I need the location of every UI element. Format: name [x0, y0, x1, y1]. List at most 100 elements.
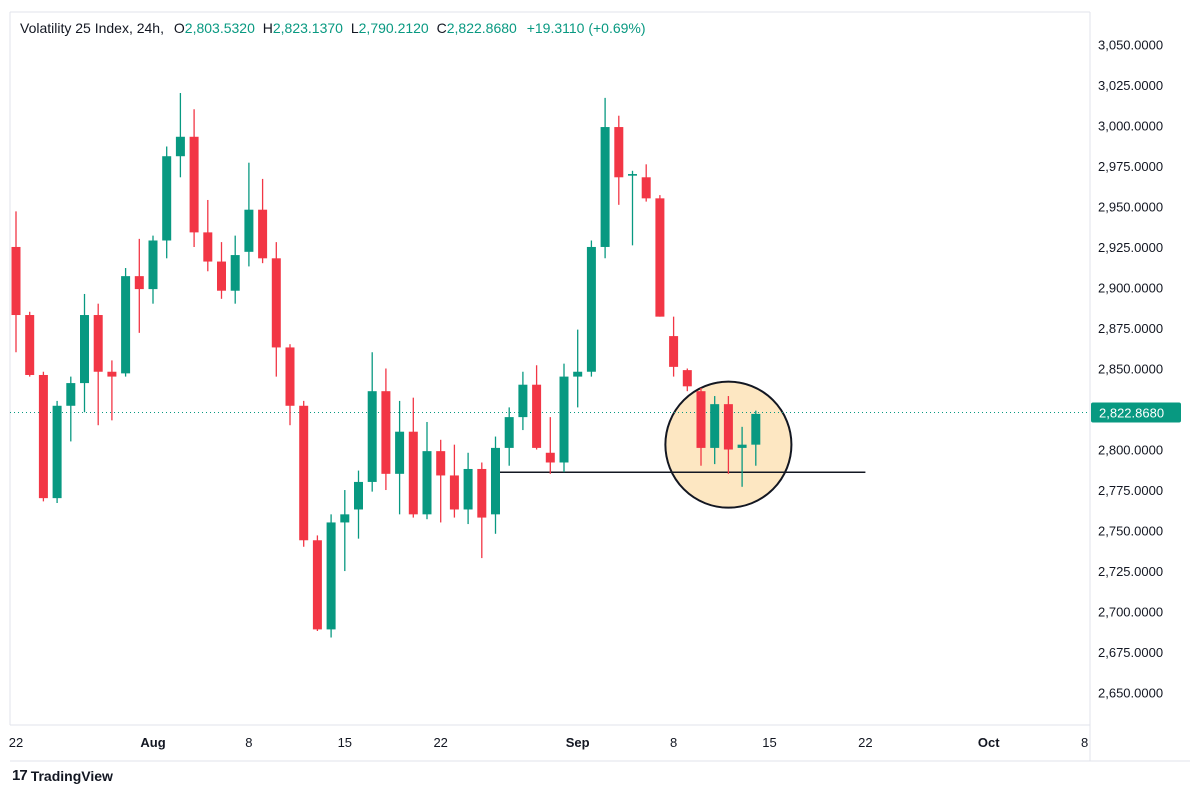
- candle-body[interactable]: [669, 336, 679, 367]
- candle[interactable]: [299, 400, 309, 547]
- candle-body[interactable]: [532, 384, 542, 448]
- candle-body[interactable]: [271, 258, 281, 348]
- candle[interactable]: [573, 329, 583, 408]
- candle[interactable]: [162, 146, 172, 259]
- time-axis[interactable]: 22 Aug 8 15 22 Sep 8 15 22 Oct 8: [9, 735, 1088, 750]
- candle[interactable]: [491, 436, 500, 534]
- candle-body[interactable]: [66, 383, 76, 406]
- candle[interactable]: [93, 303, 103, 426]
- candles[interactable]: [11, 93, 761, 638]
- candle[interactable]: [545, 417, 555, 474]
- candle-body[interactable]: [80, 315, 89, 384]
- candle[interactable]: [559, 363, 569, 473]
- candle-body[interactable]: [518, 384, 528, 418]
- candle[interactable]: [11, 211, 21, 353]
- candle-body[interactable]: [573, 371, 583, 377]
- candle-body[interactable]: [545, 452, 555, 463]
- candle[interactable]: [737, 426, 747, 487]
- candle[interactable]: [723, 396, 733, 474]
- candle[interactable]: [285, 344, 295, 426]
- candle[interactable]: [244, 162, 254, 267]
- candle-body[interactable]: [737, 444, 747, 448]
- candle-body[interactable]: [655, 198, 665, 317]
- candle[interactable]: [449, 444, 459, 518]
- candle-body[interactable]: [25, 315, 35, 375]
- candle[interactable]: [586, 240, 596, 377]
- candle-body[interactable]: [340, 514, 350, 523]
- candle[interactable]: [710, 396, 720, 465]
- candle[interactable]: [175, 93, 185, 178]
- candle[interactable]: [52, 400, 62, 503]
- candle-body[interactable]: [408, 431, 418, 515]
- candle-body[interactable]: [628, 174, 637, 176]
- candle[interactable]: [340, 490, 350, 572]
- candle-body[interactable]: [93, 315, 103, 372]
- candle[interactable]: [614, 115, 624, 205]
- candle-body[interactable]: [723, 404, 733, 450]
- candle-body[interactable]: [641, 177, 651, 199]
- candle-body[interactable]: [422, 451, 432, 515]
- candle[interactable]: [751, 410, 761, 466]
- candle[interactable]: [422, 421, 432, 520]
- candle[interactable]: [395, 400, 405, 515]
- candle-body[interactable]: [586, 246, 596, 372]
- candle[interactable]: [477, 462, 487, 559]
- candle[interactable]: [80, 293, 89, 413]
- candle[interactable]: [600, 97, 610, 259]
- candle-body[interactable]: [367, 391, 377, 482]
- candle[interactable]: [463, 452, 473, 525]
- candle[interactable]: [66, 376, 76, 442]
- price-axis[interactable]: 3,050.0000 3,025.0000 3,000.0000 2,975.0000…: [1091, 37, 1181, 701]
- candle-body[interactable]: [436, 451, 446, 476]
- candle-body[interactable]: [600, 127, 610, 247]
- candle[interactable]: [669, 316, 679, 377]
- candle[interactable]: [217, 242, 226, 299]
- candle-body[interactable]: [203, 232, 213, 262]
- candle[interactable]: [258, 178, 268, 264]
- candle-body[interactable]: [477, 468, 487, 518]
- candle-body[interactable]: [696, 391, 706, 448]
- candle-body[interactable]: [682, 370, 692, 387]
- candle-body[interactable]: [299, 405, 309, 541]
- candle[interactable]: [312, 535, 322, 632]
- candle-body[interactable]: [354, 481, 363, 510]
- candle-body[interactable]: [710, 404, 720, 448]
- candle-body[interactable]: [614, 127, 624, 178]
- candle[interactable]: [230, 235, 240, 304]
- candle[interactable]: [38, 371, 48, 502]
- candle-body[interactable]: [326, 522, 336, 630]
- candle[interactable]: [148, 235, 158, 304]
- candle[interactable]: [203, 199, 213, 272]
- candle[interactable]: [408, 397, 418, 518]
- candle-body[interactable]: [121, 276, 131, 374]
- candle-body[interactable]: [449, 475, 459, 510]
- candle-body[interactable]: [285, 347, 295, 406]
- candle[interactable]: [381, 368, 391, 491]
- candle[interactable]: [655, 195, 665, 317]
- candle[interactable]: [532, 365, 542, 450]
- candle[interactable]: [641, 164, 651, 202]
- candle-body[interactable]: [134, 276, 144, 290]
- candle-body[interactable]: [175, 136, 185, 157]
- candle[interactable]: [696, 387, 706, 466]
- candle[interactable]: [25, 311, 35, 377]
- candle-body[interactable]: [189, 136, 199, 233]
- candle[interactable]: [107, 360, 117, 421]
- candle[interactable]: [518, 371, 528, 431]
- candle-body[interactable]: [491, 447, 500, 515]
- candle-body[interactable]: [230, 255, 240, 291]
- candle-body[interactable]: [559, 376, 569, 463]
- candle[interactable]: [628, 170, 637, 246]
- candle-body[interactable]: [463, 468, 473, 510]
- candle-body[interactable]: [107, 371, 117, 377]
- candle[interactable]: [271, 242, 281, 377]
- tradingview-logo[interactable]: 17 TradingView: [12, 767, 113, 784]
- candle-body[interactable]: [312, 540, 322, 630]
- candle[interactable]: [326, 514, 336, 638]
- candle[interactable]: [354, 470, 363, 539]
- candle-body[interactable]: [395, 431, 405, 474]
- candle-body[interactable]: [162, 156, 172, 241]
- candle[interactable]: [189, 109, 199, 247]
- candle-body[interactable]: [52, 405, 62, 499]
